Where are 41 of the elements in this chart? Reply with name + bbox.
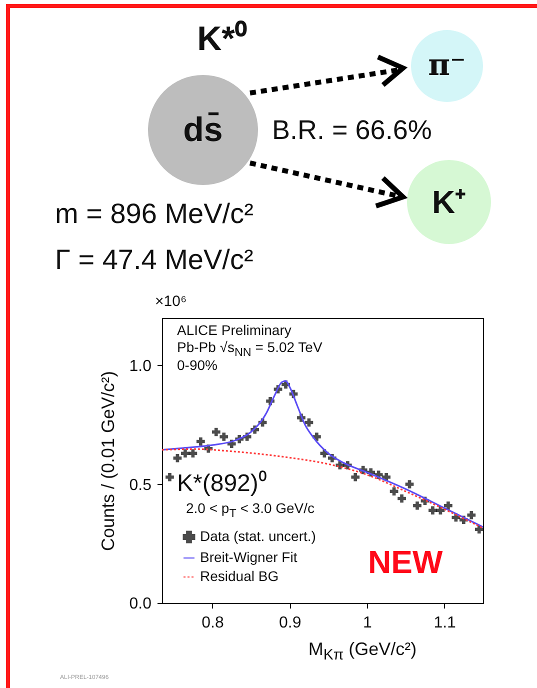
- point: [467, 510, 476, 520]
- annotation: 0-90%: [177, 357, 218, 373]
- text: m = 896 MeV/c²: [55, 198, 254, 229]
- x-tick-label: 1: [363, 614, 372, 632]
- annotation: ALICE Preliminary: [177, 322, 292, 338]
- x-tick-label: 1.1: [434, 614, 456, 632]
- point: [351, 472, 360, 482]
- x-tick-label: 0.8: [202, 614, 224, 632]
- legend-label: Breit-Wigner Fit: [200, 549, 298, 565]
- point: [398, 494, 406, 503]
- text: K⁺: [432, 184, 466, 220]
- annotation: 2.0 < p$_{T}$ < 3.0 GeV/c: [186, 500, 315, 520]
- y-tick-label: 0.0: [129, 596, 152, 612]
- text: ×10⁶: [155, 293, 187, 310]
- annotation: NEW: [368, 544, 443, 580]
- x-tick-label: 0.9: [279, 614, 302, 632]
- legend-label: Data (stat. uncert.): [200, 528, 316, 544]
- point: [390, 487, 398, 496]
- annotation: Pb-Pb √s$_{NN}$ = 5.02 TeV: [177, 339, 322, 359]
- text: B.R. = 66.6%: [272, 115, 432, 145]
- point: [220, 432, 228, 441]
- point: [413, 501, 422, 510]
- annotation: K*(892)⁰: [177, 470, 266, 497]
- point: [212, 428, 220, 436]
- point: [405, 480, 414, 488]
- point: [181, 449, 190, 458]
- text: Γ = 47.4 MeV/c²: [55, 244, 254, 275]
- point: [196, 437, 205, 446]
- point: [173, 454, 182, 462]
- x-axis-title: M$_{Kπ}$ (GeV/c²): [308, 639, 417, 664]
- y-tick-label: 0.5: [129, 476, 152, 494]
- point: [444, 501, 452, 510]
- point: [188, 449, 198, 458]
- point: [428, 506, 437, 515]
- text: K*⁰: [197, 20, 247, 58]
- y-tick-label: 1.0: [129, 358, 152, 375]
- legend-label: Residual BG: [200, 568, 279, 584]
- point: [166, 472, 174, 482]
- y-axis-title: Counts / (0.01 GeV/c²): [98, 370, 118, 551]
- text: π⁻: [428, 48, 466, 83]
- text: ds̄: [183, 111, 223, 149]
